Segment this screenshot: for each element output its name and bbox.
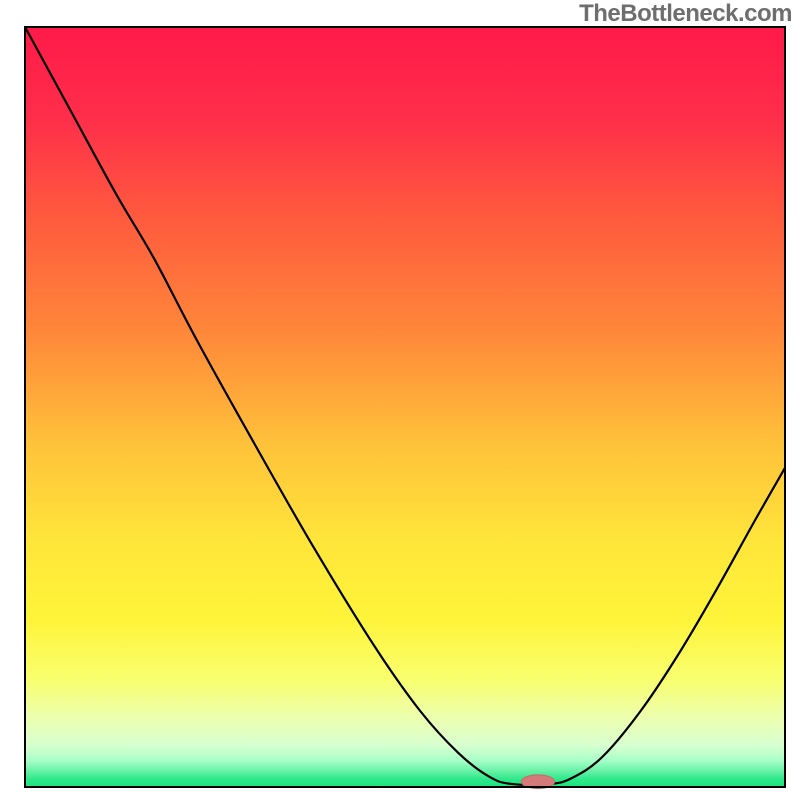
plot-background: [25, 27, 785, 787]
bottleneck-chart: [0, 0, 800, 800]
watermark-text: TheBottleneck.com: [579, 0, 792, 28]
chart-container: TheBottleneck.com: [0, 0, 800, 800]
